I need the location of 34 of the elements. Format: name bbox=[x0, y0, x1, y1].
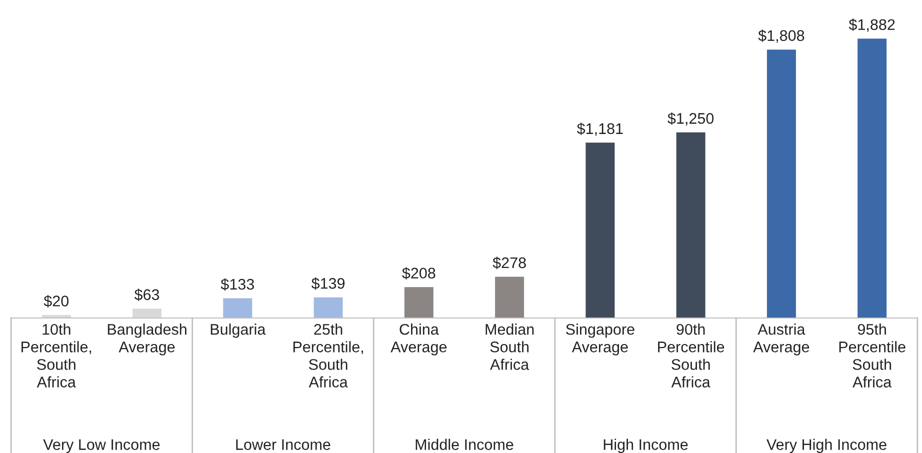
bar bbox=[586, 142, 615, 318]
data-label: $1,250 bbox=[668, 112, 714, 126]
x-tick-label: China Average bbox=[390, 324, 447, 356]
x-tick-label: Median South Africa bbox=[486, 324, 534, 370]
data-label: $1,181 bbox=[576, 122, 623, 136]
data-label: $208 bbox=[402, 267, 436, 280]
text: High Income bbox=[604, 438, 688, 453]
bar bbox=[766, 50, 796, 318]
data-label: $133 bbox=[220, 278, 254, 291]
bar bbox=[132, 308, 162, 318]
x-tick-label: Bulgaria bbox=[210, 324, 266, 338]
x-tick-label: 90th Percentile South Africa bbox=[658, 324, 724, 388]
data-label: $278 bbox=[492, 256, 526, 270]
data-label: $139 bbox=[311, 277, 345, 290]
bar bbox=[404, 287, 434, 318]
x-tick-label: Austria Average bbox=[753, 324, 810, 356]
x-tick-label: 95th Percentile South Africa bbox=[839, 324, 906, 388]
text: Very High Income bbox=[766, 438, 886, 453]
x-tick-label: 25th Percentile, South Africa bbox=[293, 324, 363, 388]
bar bbox=[676, 132, 706, 318]
bar bbox=[223, 298, 252, 318]
text: Lower Income bbox=[236, 439, 330, 450]
bar bbox=[858, 38, 887, 318]
x-tick-label: Bangladesh Average bbox=[108, 324, 186, 356]
x-tick-label: 10th Percentile, South Africa bbox=[22, 324, 92, 388]
data-label: $20 bbox=[44, 295, 69, 308]
bar bbox=[495, 276, 524, 318]
data-label: $1,808 bbox=[758, 30, 804, 43]
x-tick-label: Singapore Average bbox=[566, 324, 634, 356]
data-label: $63 bbox=[134, 288, 160, 301]
data-label: $1,882 bbox=[848, 18, 895, 32]
text: Very Low Income bbox=[43, 439, 160, 453]
text: Middle Income bbox=[416, 438, 514, 450]
bar bbox=[314, 297, 343, 318]
